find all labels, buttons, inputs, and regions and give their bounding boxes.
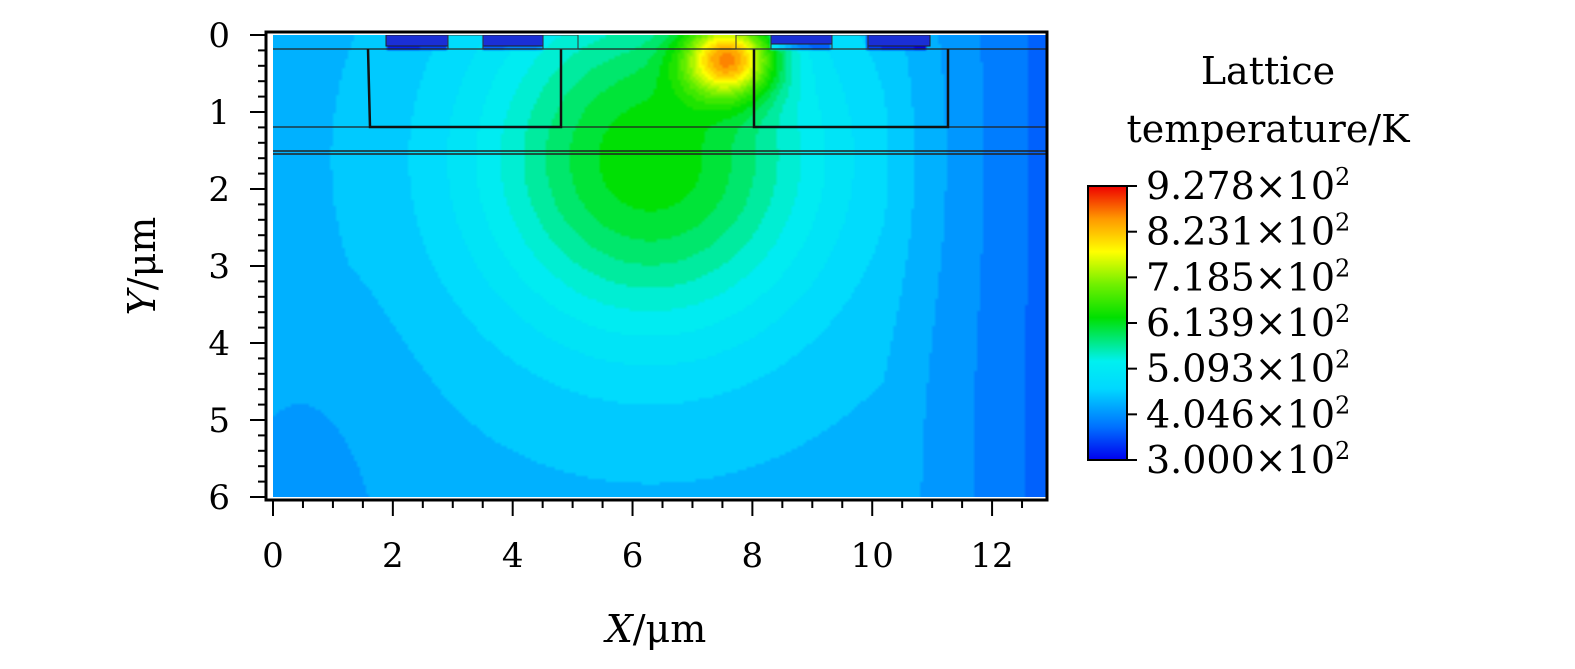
right-cell-outline bbox=[752, 49, 950, 129]
colorbar-level-label: 6.139×102 bbox=[1146, 300, 1350, 345]
y-axis: 0 1 2 3 4 5 6 bbox=[208, 16, 266, 518]
x-axis: 0 2 4 6 8 10 12 bbox=[262, 500, 1024, 576]
x-axis-variable: X bbox=[603, 607, 635, 651]
colorbar-power: 2 bbox=[1335, 346, 1350, 374]
colorbar-mantissa: 9.278 bbox=[1146, 164, 1255, 208]
colorbar-gradient bbox=[1087, 185, 1128, 461]
colorbar-level-label: 3.000×102 bbox=[1146, 437, 1350, 482]
colorbar-mantissa: 8.231 bbox=[1146, 210, 1255, 254]
colorbar-base: ×10 bbox=[1255, 255, 1335, 299]
colorbar-mantissa: 5.093 bbox=[1146, 347, 1255, 391]
x-tick-label: 4 bbox=[502, 536, 524, 576]
colorbar-base: ×10 bbox=[1255, 164, 1335, 208]
colorbar-base: ×10 bbox=[1255, 392, 1335, 436]
contact-4 bbox=[831, 35, 869, 50]
colorbar-power: 2 bbox=[1335, 391, 1350, 419]
left-cell-outline bbox=[366, 48, 563, 129]
colorbar-level-label: 9.278×102 bbox=[1146, 163, 1350, 208]
x-tick-label: 2 bbox=[382, 536, 404, 576]
colorbar-base: ×10 bbox=[1255, 438, 1335, 482]
contact-2 bbox=[542, 35, 579, 50]
colorbar-title-line1: Lattice bbox=[1201, 49, 1335, 93]
colorbar-mantissa: 7.185 bbox=[1146, 255, 1255, 299]
x-tick-label: 10 bbox=[851, 536, 894, 576]
y-tick-label: 2 bbox=[208, 170, 230, 210]
device-structure bbox=[273, 35, 1046, 155]
colorbar-labels: 9.278×1028.231×1027.185×1026.139×1025.09… bbox=[1127, 163, 1350, 482]
colorbar-power: 2 bbox=[1335, 300, 1350, 328]
x-tick-label: 8 bbox=[742, 536, 764, 576]
x-tick-label: 0 bbox=[262, 536, 284, 576]
colorbar-level-label: 4.046×102 bbox=[1146, 391, 1350, 436]
y-axis-title: Y/μm bbox=[120, 217, 164, 316]
colorbar-mantissa: 3.000 bbox=[1146, 438, 1255, 482]
electrode-4 bbox=[867, 35, 931, 47]
y-tick-label: 4 bbox=[208, 324, 230, 364]
colorbar-level-label: 7.185×102 bbox=[1146, 254, 1350, 299]
electrode-3 bbox=[770, 35, 833, 45]
colorbar-power: 2 bbox=[1335, 209, 1350, 237]
y-tick-label: 3 bbox=[208, 247, 230, 287]
y-tick-label: 0 bbox=[208, 16, 230, 56]
colorbar-title-line2: temperature/K bbox=[1126, 107, 1410, 151]
colorbar-power: 2 bbox=[1335, 437, 1350, 465]
colorbar-level-label: 8.231×102 bbox=[1146, 209, 1350, 254]
y-axis-unit: /μm bbox=[120, 217, 164, 291]
x-tick-label: 6 bbox=[622, 536, 644, 576]
colorbar: Lattice temperature/K 9.278×1028.231×102… bbox=[1087, 49, 1410, 482]
colorbar-power: 2 bbox=[1335, 254, 1350, 282]
colorbar-base: ×10 bbox=[1255, 210, 1335, 254]
electrode-2 bbox=[482, 35, 544, 47]
y-tick-label: 5 bbox=[208, 401, 230, 441]
x-axis-title: X/μm bbox=[603, 607, 707, 651]
colorbar-mantissa: 6.139 bbox=[1146, 301, 1255, 345]
electrode-1 bbox=[385, 35, 449, 47]
colorbar-level-label: 5.093×102 bbox=[1146, 346, 1350, 391]
colorbar-mantissa: 4.046 bbox=[1146, 392, 1255, 436]
contact-1 bbox=[447, 35, 484, 50]
y-tick-label: 6 bbox=[208, 478, 230, 518]
colorbar-base: ×10 bbox=[1255, 347, 1335, 391]
temperature-field bbox=[273, 35, 1046, 497]
plot-area bbox=[264, 30, 1049, 502]
contact-3 bbox=[735, 35, 772, 50]
colorbar-power: 2 bbox=[1335, 163, 1350, 191]
x-tick-label: 12 bbox=[970, 536, 1013, 576]
x-axis-unit: /μm bbox=[633, 607, 707, 651]
colorbar-base: ×10 bbox=[1255, 301, 1335, 345]
y-tick-label: 1 bbox=[208, 93, 230, 133]
y-axis-variable: Y bbox=[120, 286, 164, 315]
